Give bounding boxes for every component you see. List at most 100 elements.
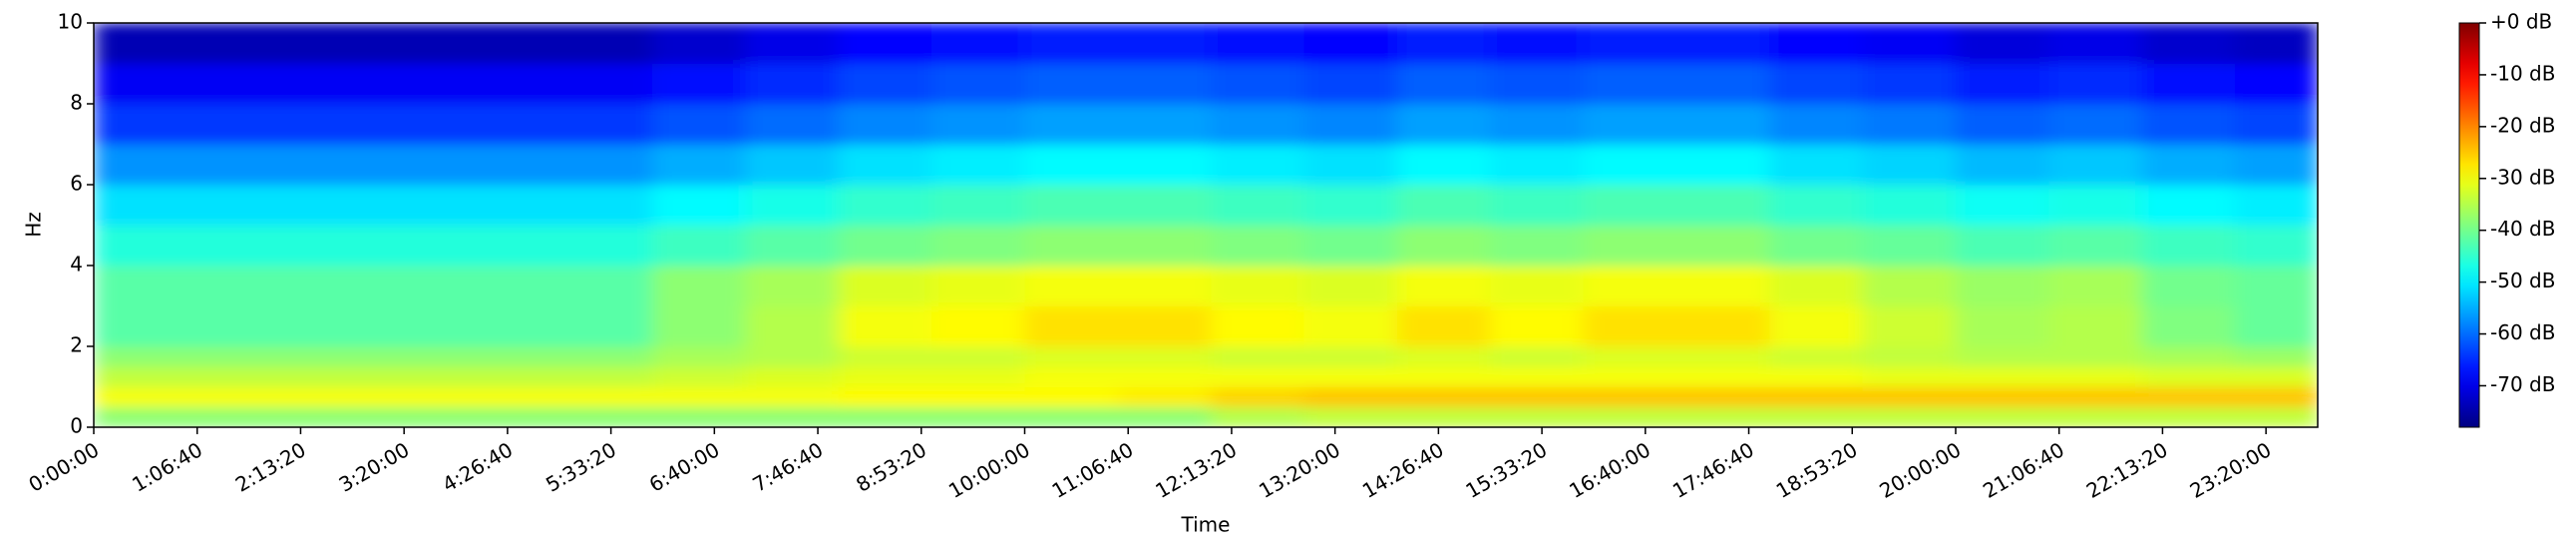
colorbar-tick-label: -20 dB bbox=[2490, 113, 2555, 137]
x-tick-label: 8:53:20 bbox=[852, 437, 930, 496]
spectrogram-cell bbox=[94, 104, 187, 145]
colorbar-tick-label: -10 dB bbox=[2490, 61, 2555, 85]
spectrogram-cell bbox=[1490, 386, 1585, 408]
spectrogram-cell bbox=[931, 406, 1025, 427]
spectrogram-cell bbox=[558, 366, 653, 387]
spectrogram-cell bbox=[1955, 104, 2049, 145]
spectrogram-cell bbox=[186, 266, 281, 306]
spectrogram-cell bbox=[1024, 366, 1119, 387]
spectrogram-cell bbox=[558, 225, 653, 267]
spectrogram-cell bbox=[186, 386, 281, 408]
spectrogram-cell bbox=[279, 185, 374, 226]
y-tick-label: 10 bbox=[58, 10, 83, 34]
spectrogram-cell bbox=[1024, 144, 1119, 186]
spectrogram-cell bbox=[2048, 366, 2143, 387]
spectrogram-cell bbox=[1769, 144, 1864, 186]
plot-frame bbox=[93, 22, 2319, 428]
spectrogram-cell bbox=[2048, 346, 2143, 367]
spectrogram-cell bbox=[2048, 63, 2143, 105]
spectrogram-cell bbox=[1955, 406, 2049, 427]
spectrogram-cell bbox=[652, 406, 746, 427]
spectrogram-cell bbox=[1862, 346, 1957, 367]
y-tick-label: 8 bbox=[70, 91, 83, 115]
spectrogram-cell bbox=[1862, 63, 1957, 105]
colorbar bbox=[2458, 22, 2480, 428]
spectrogram-cell bbox=[838, 386, 932, 408]
spectrogram-cell bbox=[558, 63, 653, 105]
spectrogram-cell bbox=[1303, 346, 1398, 367]
colorbar-tick-label: -40 dB bbox=[2490, 217, 2555, 241]
spectrogram-cell bbox=[1396, 366, 1491, 387]
spectrogram-cell bbox=[2235, 266, 2318, 306]
spectrogram-cell bbox=[1955, 366, 2049, 387]
x-tick-label: 12:13:20 bbox=[1151, 437, 1241, 503]
spectrogram-cell bbox=[186, 23, 281, 64]
spectrogram-cell bbox=[838, 406, 932, 427]
spectrogram-cell bbox=[1490, 366, 1585, 387]
spectrogram-cell bbox=[1675, 305, 1770, 347]
spectrogram-cell bbox=[931, 144, 1025, 186]
spectrogram-cell bbox=[1862, 104, 1957, 145]
spectrogram-cell bbox=[1211, 144, 1305, 186]
spectrogram-cell bbox=[94, 144, 187, 186]
spectrogram-cell bbox=[186, 406, 281, 427]
spectrogram-cell bbox=[1675, 266, 1770, 306]
spectrogram-cell bbox=[1955, 63, 2049, 105]
spectrogram-cell bbox=[373, 386, 467, 408]
spectrogram-cell bbox=[1117, 305, 1212, 347]
spectrogram-cell bbox=[1769, 185, 1864, 226]
spectrogram-cell bbox=[652, 346, 746, 367]
x-tick-label: 15:33:20 bbox=[1462, 437, 1552, 503]
spectrogram-cell bbox=[2048, 144, 2143, 186]
spectrogram-cell bbox=[466, 266, 560, 306]
spectrogram-cell bbox=[1955, 185, 2049, 226]
spectrogram-cell bbox=[1303, 23, 1398, 64]
spectrogram-cell bbox=[931, 346, 1025, 367]
spectrogram-cell bbox=[279, 266, 374, 306]
spectrogram-cell bbox=[466, 406, 560, 427]
spectrogram-cell bbox=[838, 346, 932, 367]
x-tick-label: 6:40:00 bbox=[645, 437, 724, 496]
spectrogram-cell bbox=[2235, 225, 2318, 267]
spectrogram-cell bbox=[1396, 23, 1491, 64]
x-tick-label: 3:20:00 bbox=[335, 437, 414, 496]
spectrogram-cell bbox=[1583, 346, 1677, 367]
spectrogram-cell bbox=[1583, 225, 1677, 267]
spectrogram-cell bbox=[2141, 144, 2236, 186]
spectrogram-cell bbox=[1955, 225, 2049, 267]
spectrogram-cell bbox=[1862, 225, 1957, 267]
spectrogram-cell bbox=[1211, 23, 1305, 64]
spectrogram-cell bbox=[1117, 225, 1212, 267]
spectrogram-cell bbox=[186, 185, 281, 226]
spectrogram-cell bbox=[1862, 305, 1957, 347]
spectrogram-cell bbox=[2141, 266, 2236, 306]
spectrogram-cell bbox=[1955, 266, 2049, 306]
spectrogram-cell bbox=[1117, 406, 1212, 427]
spectrogram-cell bbox=[1862, 185, 1957, 226]
spectrogram-cell bbox=[1583, 104, 1677, 145]
spectrogram-cell bbox=[1490, 225, 1585, 267]
spectrogram-cell bbox=[1490, 305, 1585, 347]
spectrogram-cell bbox=[1024, 23, 1119, 64]
spectrogram-cell bbox=[279, 104, 374, 145]
spectrogram-cell bbox=[558, 386, 653, 408]
y-tick-label: 0 bbox=[70, 414, 83, 438]
spectrogram-cell bbox=[1955, 144, 2049, 186]
x-axis-label: Time bbox=[1181, 513, 1231, 537]
spectrogram-cell bbox=[94, 305, 187, 347]
y-axis-label: Hz bbox=[22, 212, 46, 238]
x-tick-label: 5:33:20 bbox=[542, 437, 620, 496]
spectrogram-cell bbox=[2048, 386, 2143, 408]
spectrogram-cell bbox=[94, 23, 187, 64]
spectrogram-cell bbox=[558, 346, 653, 367]
x-tick-label: 10:00:00 bbox=[944, 437, 1034, 503]
spectrogram-cell bbox=[373, 185, 467, 226]
spectrogram-cell bbox=[1862, 386, 1957, 408]
spectrogram-cell bbox=[1675, 23, 1770, 64]
spectrogram-cell bbox=[2235, 63, 2318, 105]
spectrogram-cell bbox=[186, 104, 281, 145]
x-tick-label: 21:06:40 bbox=[1979, 437, 2068, 503]
spectrogram-cell bbox=[2048, 23, 2143, 64]
x-tick-label: 20:00:00 bbox=[1875, 437, 1965, 503]
